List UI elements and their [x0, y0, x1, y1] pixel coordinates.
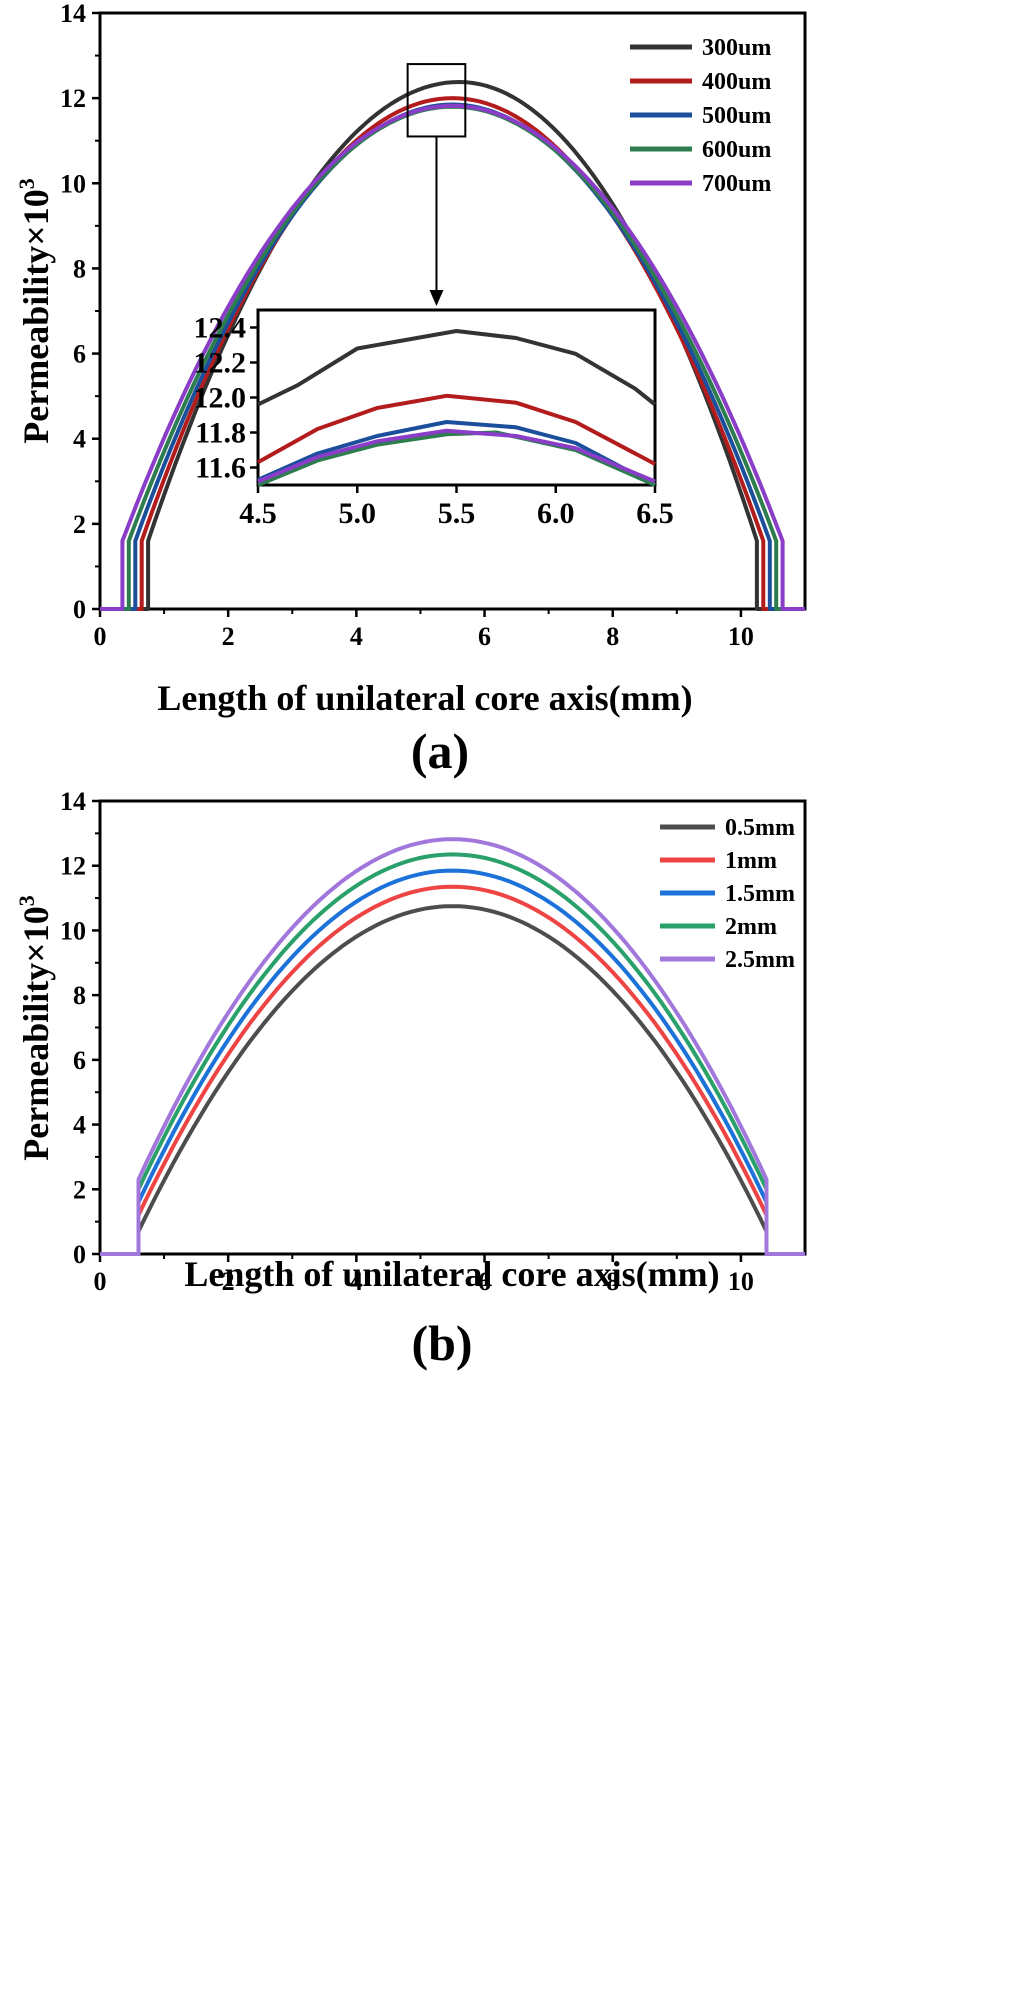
y-tick-label: 2	[73, 510, 86, 539]
x-tick-label: 2	[222, 622, 235, 651]
inset-y-tick-label: 11.6	[195, 452, 246, 485]
y-tick-label: 0	[73, 1240, 86, 1269]
x-tick-label: 10	[728, 622, 754, 651]
x-tick-label: 0	[94, 622, 107, 651]
inset-ticks: 4.5 5.0 5.5 6.0 6.5 11.611.812.012.212.4	[194, 312, 674, 531]
y-tick-label: 12	[60, 84, 86, 113]
y-tick-label: 4	[73, 1111, 86, 1140]
panel-a-zoom-arrowhead	[429, 290, 444, 306]
panel-a-y-axis-label: Permeability×103	[14, 178, 56, 443]
panel-a-x-axis-label: Length of unilateral core axis(mm)	[157, 678, 692, 718]
x-tick-label: 6	[478, 622, 491, 651]
series-line-700um	[100, 103, 805, 611]
y-tick-label: 8	[73, 254, 86, 283]
inset-series-line-700um	[257, 428, 656, 484]
inset-x-tick-label: 6.0	[537, 497, 575, 530]
inset-series-line-500um	[257, 420, 656, 487]
inset-y-tick-label: 12.2	[194, 347, 247, 380]
legend-label-600um: 600um	[702, 137, 771, 163]
series-line-1mm	[100, 884, 805, 1256]
series-line-1.5mm	[100, 868, 805, 1256]
panel-a-legend: 300um 400um 500um 600um 700um	[630, 35, 771, 197]
y-tick-label: 14	[60, 0, 86, 28]
inset-x-tick-label: 5.5	[438, 497, 476, 530]
inset-series-line-400um	[257, 393, 656, 466]
legend-label-700um: 700um	[702, 171, 771, 197]
panel-b-legend: 0.5mm 1mm 1.5mm 2mm 2.5mm	[660, 815, 795, 973]
legend-label-400um: 400um	[702, 69, 771, 95]
inset-series	[257, 329, 657, 487]
y-tick-label: 0	[73, 595, 86, 624]
x-tick-label: 0	[94, 1267, 107, 1296]
y-tick-label: 12	[60, 852, 86, 881]
legend-label-1.5mm: 1.5mm	[725, 881, 795, 907]
x-tick-label: 10	[728, 1267, 754, 1296]
legend-label-1mm: 1mm	[725, 848, 777, 874]
inset-x-tick-label: 6.5	[636, 497, 674, 530]
panel-b-y-axis-label: Permeability×103	[14, 895, 56, 1160]
y-tick-label: 4	[73, 425, 86, 454]
inset-x-tick-label: 5.0	[339, 497, 377, 530]
y-tick-label: 6	[73, 1046, 86, 1075]
panel-a-caption: (a)	[411, 723, 469, 779]
legend-label-2mm: 2mm	[725, 914, 777, 940]
inset-x-tick-label: 4.5	[239, 497, 277, 530]
x-tick-label: 2	[222, 1267, 235, 1296]
series-line-2mm	[100, 852, 805, 1256]
series-line-400um	[100, 96, 805, 611]
x-tick-label: 4	[350, 1267, 363, 1296]
legend-label-2.5mm: 2.5mm	[725, 947, 795, 973]
legend-label-300um: 300um	[702, 35, 771, 61]
y-tick-label: 10	[60, 916, 86, 945]
inset-y-tick-label: 12.4	[194, 312, 247, 345]
legend-label-0.5mm: 0.5mm	[725, 815, 795, 841]
panel-b: 0 2 4 6 8 10 0 2 4 6 8 10 12 14 Length of unilateral …	[14, 787, 807, 1371]
y-tick-label: 2	[73, 1175, 86, 1204]
x-tick-label: 8	[606, 622, 619, 651]
x-tick-label: 4	[350, 622, 363, 651]
legend-label-500um: 500um	[702, 103, 771, 129]
panel-a-inset: 4.5 5.0 5.5 6.0 6.5 11.611.812.012.212.4	[194, 308, 674, 531]
panel-b-caption: (b)	[411, 1315, 472, 1371]
series-line-0.5mm	[100, 904, 805, 1256]
panel-a: 0 2 4 6 8 10 0 2 4 6 8 10 12 14 Length of unilateral …	[14, 0, 807, 779]
series-line-2.5mm	[100, 837, 805, 1256]
panel-b-series	[100, 837, 805, 1256]
y-tick-label: 6	[73, 340, 86, 369]
x-tick-label: 8	[606, 1267, 619, 1296]
x-tick-label: 6	[478, 1267, 491, 1296]
y-tick-label: 10	[60, 169, 86, 198]
y-tick-label: 14	[60, 787, 86, 816]
panel-b-x-axis-label: Length of unilateral core axis(mm)	[184, 1254, 719, 1294]
inset-series-line-300um	[257, 329, 657, 407]
panel-a-ticks: 0 2 4 6 8 10 0 2 4 6 8 10 12 14	[60, 0, 754, 651]
inset-y-tick-label: 11.8	[195, 417, 246, 450]
inset-y-tick-label: 12.0	[194, 382, 247, 415]
y-tick-label: 8	[73, 981, 86, 1010]
panel-a-series	[100, 80, 805, 611]
